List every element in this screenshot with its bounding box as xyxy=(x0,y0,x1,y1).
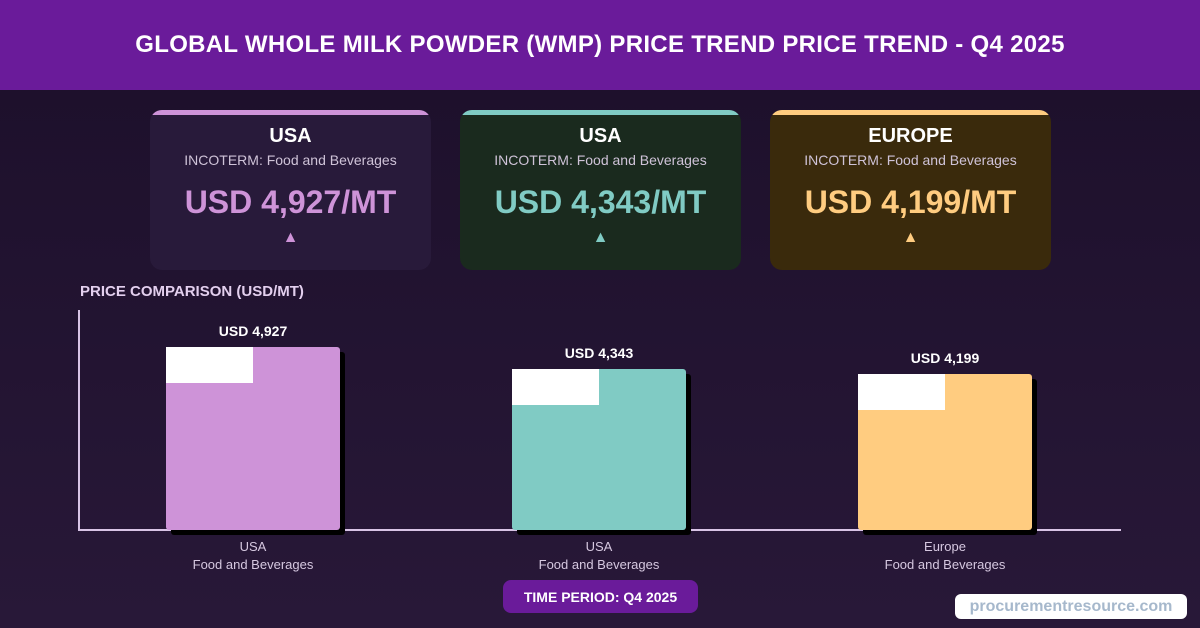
brand-link[interactable]: procurementresource.com xyxy=(955,594,1187,619)
card-region: EUROPE xyxy=(868,125,953,147)
x-tick-region: USA xyxy=(239,539,267,554)
chart-bar xyxy=(166,346,340,530)
bar-value-label: USD 4,343 xyxy=(564,344,634,361)
page-title: GLOBAL WHOLE MILK POWDER (WMP) PRICE TRE… xyxy=(0,0,1200,90)
chart-title: PRICE COMPARISON (USD/MT) xyxy=(80,283,304,300)
x-tick-region: USA xyxy=(585,539,613,554)
card-incoterm: INCOTERM: Food and Beverages xyxy=(184,152,397,168)
bar-value-label: USD 4,927 xyxy=(218,322,288,339)
time-period-badge: TIME PERIOD: Q4 2025 xyxy=(503,580,698,613)
bar-highlight xyxy=(166,346,253,383)
up-arrow-icon: ▲ xyxy=(282,229,299,246)
bar-value-label: USD 4,199 xyxy=(910,349,980,366)
price-card: USA INCOTERM: Food and Beverages USD 4,3… xyxy=(460,110,741,270)
x-tick-label: USA Food and Beverages xyxy=(499,538,699,574)
card-accent-bar xyxy=(150,110,431,115)
card-price: USD 4,343/MT xyxy=(494,184,707,220)
x-tick-label: Europe Food and Beverages xyxy=(845,538,1045,574)
up-arrow-icon: ▲ xyxy=(902,229,919,246)
x-axis xyxy=(78,529,1121,531)
chart-bar xyxy=(858,373,1032,530)
card-price: USD 4,199/MT xyxy=(804,184,1017,220)
card-incoterm: INCOTERM: Food and Beverages xyxy=(804,152,1017,168)
x-tick-sector: Food and Beverages xyxy=(538,557,660,572)
bar-highlight xyxy=(858,373,945,410)
price-card: EUROPE INCOTERM: Food and Beverages USD … xyxy=(770,110,1051,270)
x-tick-label: USA Food and Beverages xyxy=(153,538,353,574)
chart-bar xyxy=(512,368,686,530)
card-accent-bar xyxy=(770,110,1051,115)
x-tick-sector: Food and Beverages xyxy=(192,557,314,572)
x-tick-sector: Food and Beverages xyxy=(884,557,1006,572)
card-incoterm: INCOTERM: Food and Beverages xyxy=(494,152,707,168)
card-accent-bar xyxy=(460,110,741,115)
card-region: USA xyxy=(269,125,312,147)
card-price: USD 4,927/MT xyxy=(184,184,397,220)
card-region: USA xyxy=(579,125,622,147)
y-axis xyxy=(78,310,80,531)
up-arrow-icon: ▲ xyxy=(592,229,609,246)
price-card: USA INCOTERM: Food and Beverages USD 4,9… xyxy=(150,110,431,270)
x-tick-region: Europe xyxy=(924,539,966,554)
bar-highlight xyxy=(512,368,599,405)
